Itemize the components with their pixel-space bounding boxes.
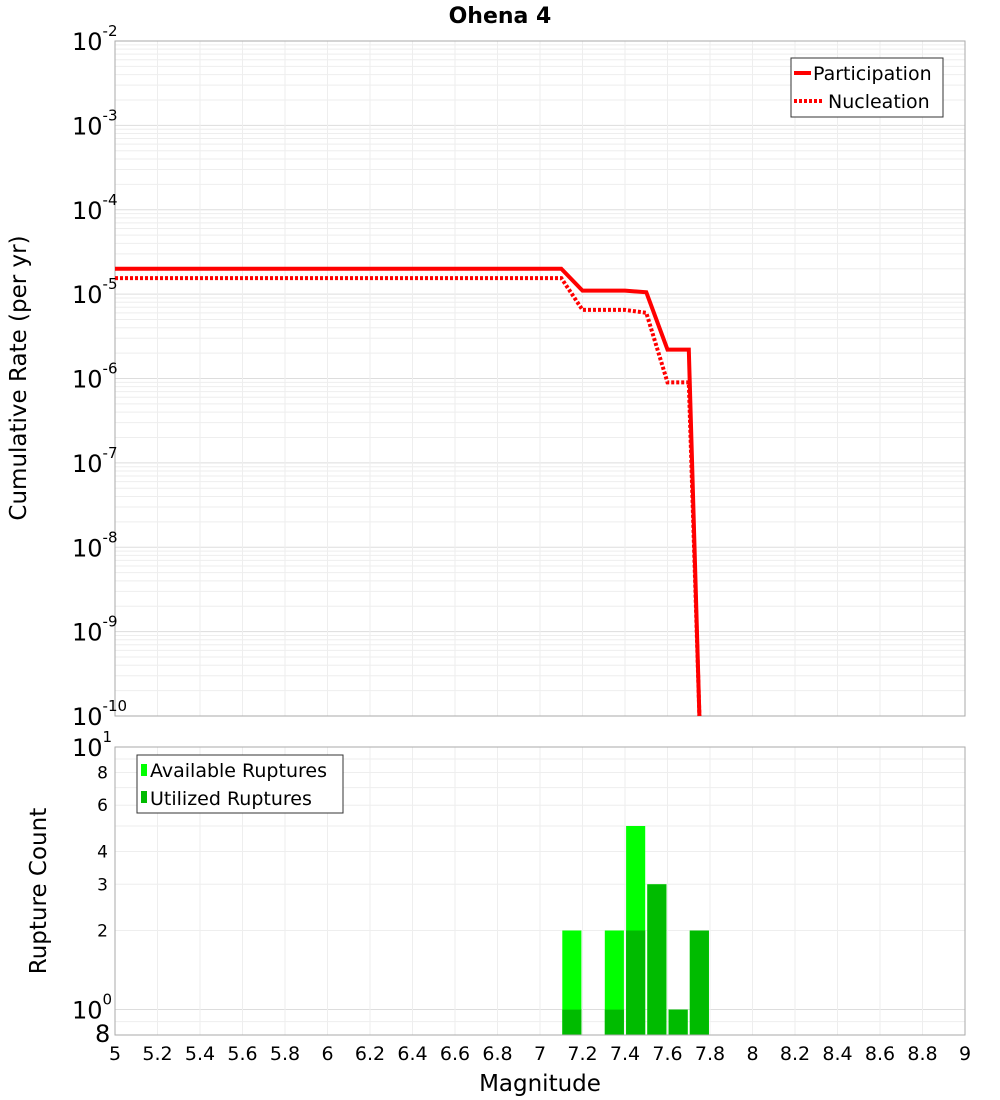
utilized-bar (626, 930, 646, 1035)
utilized-bar (647, 884, 667, 1035)
utilized-bar (562, 1009, 582, 1035)
chart-title: Ohena 4 (449, 4, 552, 29)
rate-y-tick-label: 10-8 (72, 528, 118, 562)
count-y-tick-label: 4 (97, 842, 108, 862)
count-plot-bars (562, 826, 709, 1035)
x-tick-label: 7 (534, 1043, 546, 1065)
rate-plot-y-axis-label: Cumulative Rate (per yr) (6, 235, 32, 520)
x-tick-label: 9 (959, 1043, 971, 1065)
rate-y-tick-label: 10-10 (72, 697, 127, 731)
rate-plot-series (115, 266, 702, 717)
x-axis-label: Magnitude (479, 1071, 601, 1097)
count-plot-legend-box (136, 754, 344, 814)
x-tick-label: 8.6 (865, 1043, 895, 1065)
x-tick-label: 5.8 (270, 1043, 300, 1065)
count-plot-legend: Available Ruptures Utilized Ruptures (136, 754, 344, 814)
x-tick-label: 7.8 (695, 1043, 725, 1065)
count-plot-frame (114, 746, 966, 1036)
rate-y-tick-label: 10-2 (72, 22, 118, 56)
x-tick-label: 5.2 (142, 1043, 172, 1065)
x-tick-label: 6.8 (482, 1043, 512, 1065)
legend-available-label: Available Ruptures (150, 760, 327, 782)
utilized-bar (604, 1009, 624, 1035)
rate-y-tick-label: 10-9 (72, 613, 118, 647)
rate-plot-frame (114, 40, 966, 717)
x-tick-label: 7.6 (652, 1043, 682, 1065)
x-tick-label: 8.2 (780, 1043, 810, 1065)
count-y-tick-label: 100 (72, 991, 112, 1025)
rate-y-tick-label: 10-3 (72, 106, 118, 140)
count-plot-x-ticks: 5 5.2 5.4 5.6 5.8 6 6.2 6.4 6.6 6.8 7 7.2 7.4 7.6 7.8 8… (109, 1043, 971, 1065)
count-y-tick-label: 6 (97, 796, 108, 816)
x-tick-label: 8 (746, 1043, 758, 1065)
count-y-tick-label: 8 (97, 763, 108, 783)
x-tick-label: 7.2 (567, 1043, 597, 1065)
count-y-tick-label: 2 (97, 922, 108, 942)
x-tick-label: 6 (321, 1043, 333, 1065)
count-y-tick-label: 8 (95, 1020, 110, 1048)
legend-utilized-label: Utilized Ruptures (150, 788, 312, 810)
rate-y-tick-label: 10-6 (72, 360, 118, 394)
x-tick-label: 5 (109, 1043, 121, 1065)
count-y-tick-label: 3 (97, 875, 108, 895)
x-tick-label: 8.8 (907, 1043, 937, 1065)
rate-plot-legend-box (790, 57, 944, 118)
utilized-bar (668, 1009, 688, 1035)
x-tick-label: 6.2 (355, 1043, 385, 1065)
series-line-nucleation (115, 276, 702, 717)
rate-plot-grid (114, 41, 966, 717)
rate-plot-y-ticks: 10-10 10-9 10-8 10-7 10-6 10-5 10-4 10-3 10-2 (72, 22, 127, 731)
rate-y-tick-label: 10-5 (72, 275, 118, 309)
legend-nucleation-label: Nucleation (828, 91, 930, 113)
x-tick-label: 8.4 (822, 1043, 852, 1065)
x-tick-label: 5.4 (185, 1043, 215, 1065)
rate-y-tick-label: 10-7 (72, 444, 118, 478)
count-plot-y-axis-label: Rupture Count (26, 808, 52, 974)
legend-participation-label: Participation (813, 63, 932, 85)
x-tick-label: 6.4 (397, 1043, 427, 1065)
rate-y-tick-label: 10-4 (72, 191, 118, 225)
available-bar (604, 930, 624, 1035)
series-line-participation (115, 266, 702, 717)
legend-utilized-swatch (141, 791, 147, 803)
x-tick-label: 6.6 (440, 1043, 470, 1065)
rate-plot-legend: Participation Nucleation (790, 57, 944, 118)
legend-available-swatch (141, 764, 147, 776)
x-tick-label: 5.6 (227, 1043, 257, 1065)
available-bar (562, 930, 582, 1035)
x-tick-label: 7.4 (610, 1043, 640, 1065)
count-y-tick-label: 101 (72, 728, 112, 762)
utilized-bar (689, 930, 709, 1035)
